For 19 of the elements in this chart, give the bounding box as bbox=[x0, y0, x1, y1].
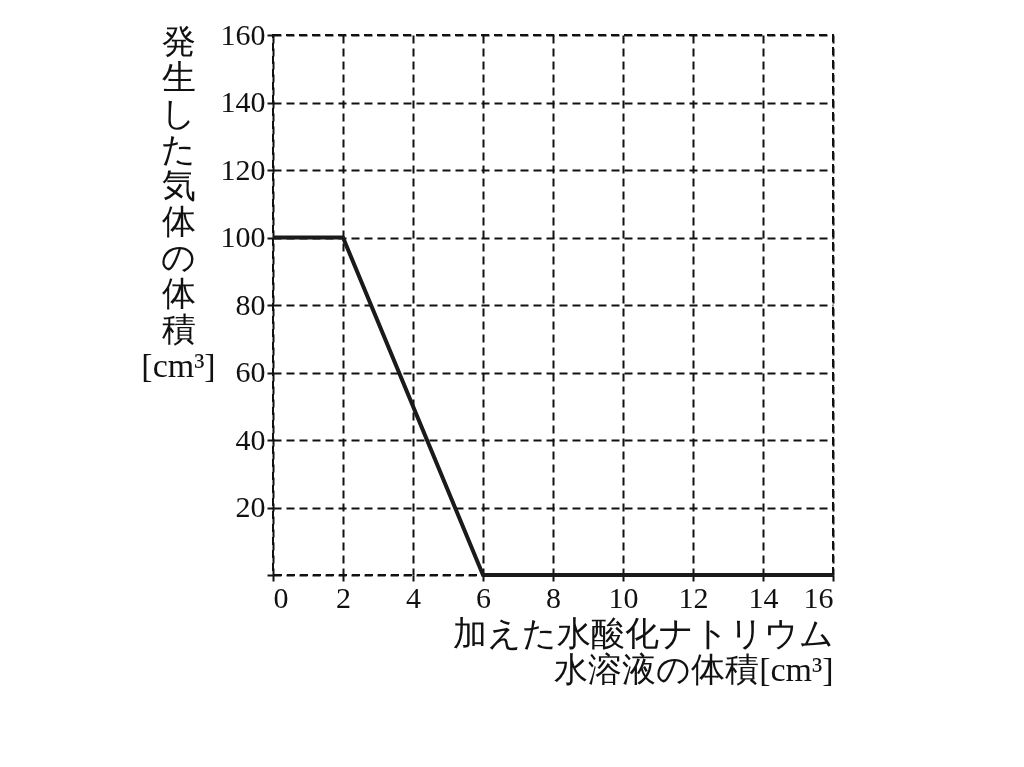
x-tick-label: 2 bbox=[336, 580, 351, 614]
x-tick-label: 0 bbox=[273, 580, 289, 614]
x-tick-label: 12 bbox=[678, 580, 709, 614]
text: 発生した気体の体積[cm³] bbox=[141, 22, 216, 384]
y-tick-label: 120 bbox=[220, 152, 266, 186]
y-tick-label: 100 bbox=[220, 220, 266, 253]
x-tick-label: 6 bbox=[476, 580, 491, 614]
y-tick-label: 20 bbox=[235, 490, 266, 523]
x-tick-label: 16 bbox=[803, 580, 834, 614]
y-tick-label: 140 bbox=[220, 85, 266, 118]
y-tick-label: 60 bbox=[235, 355, 266, 388]
x-tick-label: 8 bbox=[546, 580, 561, 614]
x-tick-label: 14 bbox=[748, 580, 779, 614]
x-tick-label: 10 bbox=[608, 580, 639, 614]
y-tick-label: 80 bbox=[235, 287, 266, 321]
y-tick-label: 40 bbox=[235, 422, 266, 456]
x-tick-label: 4 bbox=[406, 580, 421, 614]
y-tick-label: 160 bbox=[220, 17, 266, 51]
x-axis-title: 加えた水酸化ナトリウム水溶液の体積[cm³] bbox=[452, 614, 834, 688]
